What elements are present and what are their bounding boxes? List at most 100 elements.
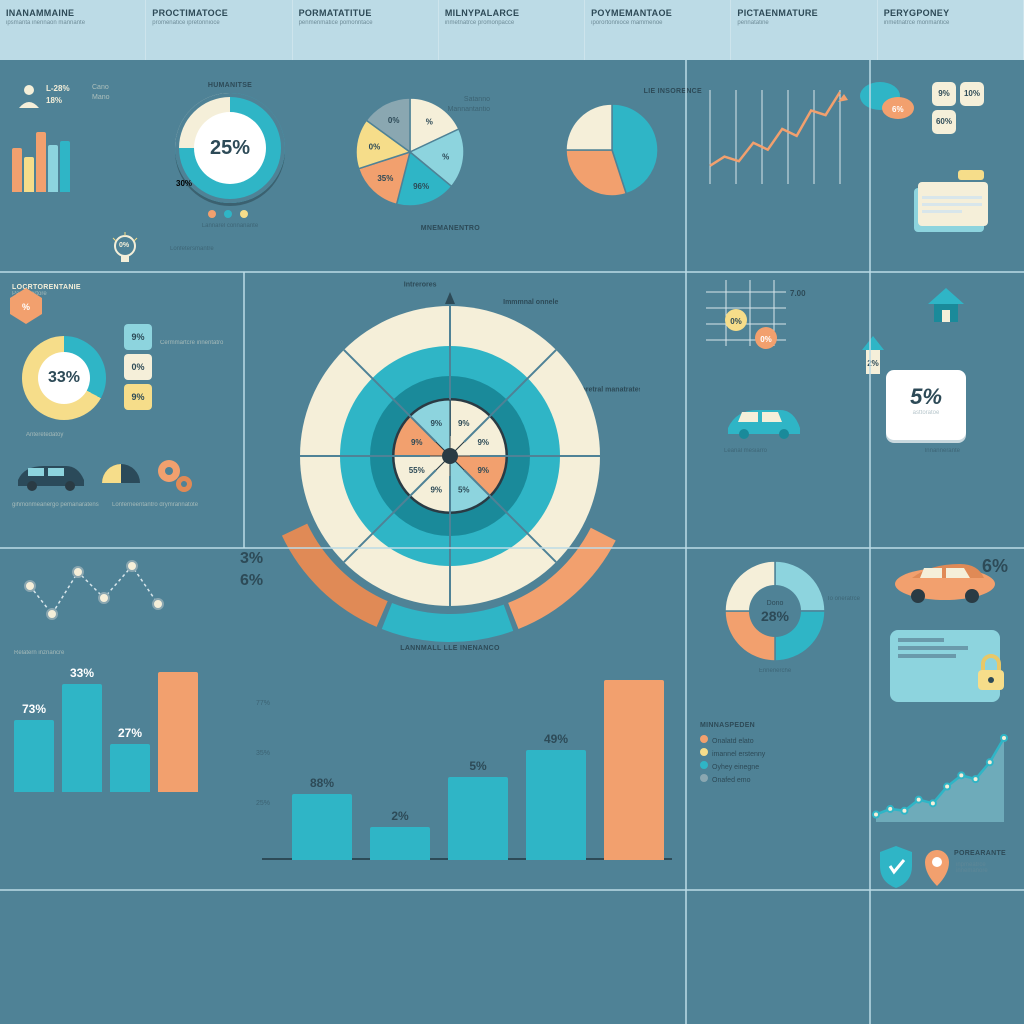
header-col-1: Proctimatocepromenatice ipretonnioce <box>146 0 292 60</box>
header-col-6: Perygponeyinmetnatrce monmantice <box>878 0 1024 60</box>
header-col-2: Pormatatitue penmenmatice pomonntace <box>293 0 439 60</box>
axis-label: 77% <box>256 700 270 707</box>
hexagon-icon: % <box>8 286 44 326</box>
svg-text:%: % <box>442 153 449 162</box>
donut-33: 33% <box>22 336 106 420</box>
header-title: Proctimatoce <box>152 8 285 18</box>
svg-text:9%: 9% <box>477 438 489 447</box>
header-sub: iporortonnioce mammenoe <box>591 20 724 27</box>
svg-text:Dono: Dono <box>767 600 784 607</box>
bar-chart: 73%33%27% <box>14 662 214 792</box>
caption: Lonfetersmantre <box>170 246 214 252</box>
panel-title: Humanitse <box>150 82 310 89</box>
legend-list: Onalatd elatoimannel erstennyOyhey eineg… <box>700 735 870 784</box>
svg-text:9%: 9% <box>411 438 423 447</box>
caption: gihmonmeanergo pemanaratens <box>12 502 99 508</box>
header-col-4: Poymemantaoe iporortonnioce mammenoe <box>585 0 731 60</box>
panel-folder <box>908 170 1008 250</box>
header-title: Pormatatitue <box>299 8 432 18</box>
panel-title: Locrtorentanie <box>12 284 242 291</box>
spire-icon: 2% <box>858 336 888 378</box>
panel-donut-25: Humanitse 25% 30% Lannarel connanante <box>150 82 310 232</box>
svg-text:Intrerores: Intrerores <box>404 282 437 289</box>
mini-bar-chart <box>12 126 92 192</box>
sub: inpmeatrce innemanore <box>956 862 1006 874</box>
svg-text:9%: 9% <box>430 419 442 428</box>
panel-radial-center: Intrerores Immmnal onnele Coretral manatra… <box>260 266 640 646</box>
header-sub: ipsmanta inennaon mannante <box>6 20 139 27</box>
header-title: Perygponey <box>884 8 1017 18</box>
panel-line-growth <box>700 82 850 202</box>
panel-top-left: L-28% 18% Cano Mano <box>12 82 142 192</box>
stat-sub: Mano <box>92 94 110 101</box>
svg-text:2%: 2% <box>867 359 879 368</box>
svg-text:0%: 0% <box>369 142 381 151</box>
svg-text:Immmnal onnele: Immmnal onnele <box>503 299 558 306</box>
stat-boxes: 9%10%60% <box>930 80 1012 136</box>
pct: 7.00 <box>790 289 806 298</box>
stat-label: L-28% <box>46 84 70 93</box>
caption: Innannerante <box>925 448 960 454</box>
axis-label: 35% <box>256 750 270 757</box>
caption: Leanal mesiarro <box>724 448 767 454</box>
person-icon <box>16 82 42 108</box>
grid-lines-icon: 7.00 0% 0% <box>706 280 806 354</box>
caption: Anteretedatoy <box>26 432 63 438</box>
panel-stats-boxes: 9%10%60% <box>930 80 1012 136</box>
kiosk-value: 5% <box>886 384 966 410</box>
caption: Mnemanentro <box>421 225 480 232</box>
svg-text:55%: 55% <box>409 466 425 475</box>
svg-text:0%: 0% <box>760 335 772 344</box>
caption: Lonferneentantro drymrannatote <box>112 502 198 508</box>
panel-shield: Porearante inpmeatrce innemanore <box>876 844 1006 914</box>
gauge-icon <box>98 460 144 506</box>
house-icon <box>926 286 966 326</box>
svg-text:0%: 0% <box>730 317 742 326</box>
lock-icon <box>974 654 1008 694</box>
sub: denner <box>12 297 242 303</box>
area-chart <box>870 728 1010 828</box>
car-icon <box>12 456 90 492</box>
caption: Relatern inznancre <box>14 650 214 656</box>
svg-text:35%: 35% <box>377 174 393 183</box>
car-icon <box>724 400 804 440</box>
chat-icon: 6% <box>858 78 918 128</box>
header-sub: pennatatine <box>737 20 870 27</box>
svg-text:%: % <box>22 302 30 312</box>
panel-title: Lie insorence <box>644 88 702 95</box>
header-sub: penmenmatice pomonntace <box>299 20 432 27</box>
pct-blocks: 9%0%9% <box>124 324 152 414</box>
panel-lower-left-bars: Relatern inznancre 73%33%27% <box>14 650 214 810</box>
kiosk-sub: asttoratoe <box>886 410 966 416</box>
line-chart <box>700 82 850 192</box>
radial-chart: Intrerores Immmnal onnele Coretral manatra… <box>260 266 640 646</box>
panel-pie-1: %%96%35%0%0% Satanno Mannantantio Mneman… <box>330 92 490 242</box>
stat-label: 18% <box>46 96 62 105</box>
panel-pct-stack: 3% 6% <box>240 550 280 590</box>
panel-lock <box>890 630 1010 710</box>
pct: 3% <box>240 550 280 568</box>
caption: Porearante <box>954 850 1006 857</box>
panel-area-chart <box>870 728 1010 828</box>
axis-label: 25% <box>256 800 270 807</box>
panel-bottom-bars: 88%2%5%49% 77% 35% 25% <box>262 660 672 870</box>
header-col-3: Milnypalarceinmetnatrce promonpacce <box>439 0 585 60</box>
svg-text:5%: 5% <box>458 485 470 494</box>
panel-legend: Minnaspeden Onalatd elatoimannel erstenn… <box>700 722 870 822</box>
pie-four-slice: Dono28% <box>720 556 830 666</box>
pct: 6% <box>240 572 280 590</box>
lightbulb-icon: 0% <box>110 232 140 268</box>
folder-icon <box>908 170 998 240</box>
svg-text:6%: 6% <box>892 105 904 114</box>
header-title: Poymemantaoe <box>591 8 724 18</box>
stat-sub: Cano <box>92 84 109 91</box>
header-title: Milnypalarce <box>445 8 578 18</box>
panel-donut-28: Dono28% Ennenerche To oneratrce <box>700 556 850 716</box>
svg-text:Coretral manatrates: Coretral manatrates <box>576 387 640 394</box>
pie-three-slice <box>562 100 662 200</box>
header-title: Pictaenmature <box>737 8 870 18</box>
caption: Ennenerche <box>700 668 850 674</box>
svg-text:0%: 0% <box>388 116 400 125</box>
legend-dot <box>224 210 232 218</box>
caption: Lannmall Lle inenanco <box>260 645 640 652</box>
